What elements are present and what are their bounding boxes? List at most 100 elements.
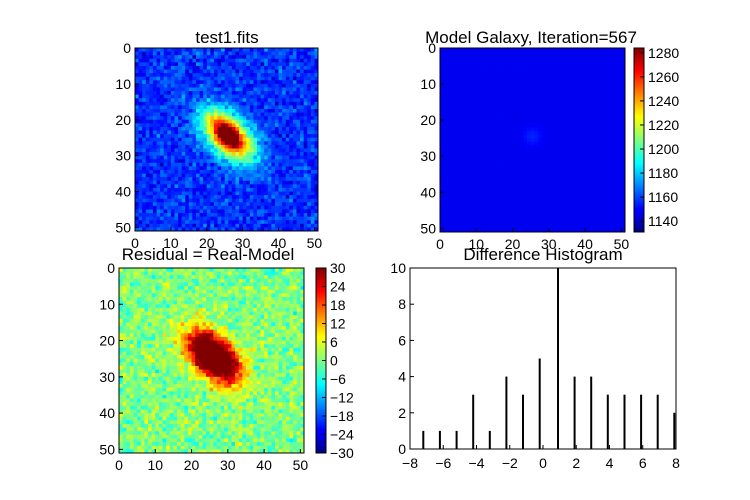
heatmap-cell (614, 105, 619, 110)
heatmap-cell (599, 134, 604, 139)
heatmap-cell (224, 109, 229, 113)
heatmap-cell (603, 105, 608, 110)
heatmap-cell (537, 80, 542, 85)
heatmap-cell (188, 170, 193, 174)
heatmap-cell (614, 98, 619, 103)
heatmap-cell (242, 134, 247, 139)
heatmap-cell (213, 195, 218, 200)
heatmap-cell (231, 223, 236, 228)
heatmap-cell (142, 105, 147, 110)
heatmap-cell (307, 80, 312, 85)
heatmap-cell (592, 203, 597, 208)
heatmap-cell (599, 199, 604, 204)
heatmap-cell (181, 170, 186, 174)
heatmap-cell (519, 123, 524, 128)
heatmap-cell (498, 80, 503, 85)
heatmap-cell (246, 213, 251, 218)
heatmap-cell (552, 69, 557, 74)
heatmap-cell (530, 58, 535, 63)
heatmap-cell (206, 159, 211, 164)
heatmap-cell (135, 76, 139, 81)
heatmap-cell (239, 177, 244, 182)
heatmap-cell (160, 58, 165, 63)
heatmap-cell (231, 162, 236, 167)
heatmap-cell (185, 216, 190, 221)
heatmap-cell (282, 227, 287, 232)
heatmap-cell (224, 65, 229, 70)
heatmap-cell (523, 210, 528, 215)
heatmap-cell (606, 123, 611, 128)
heatmap-cell (249, 177, 254, 182)
heatmap-cell (548, 51, 553, 56)
heatmap-cell (498, 94, 503, 99)
heatmap-cell (490, 130, 495, 135)
heatmap-cell (260, 58, 265, 63)
heatmap-cell (239, 83, 244, 88)
heatmap-cell (472, 177, 477, 182)
heatmap-cell (221, 141, 226, 146)
heatmap-cell (203, 216, 208, 221)
heatmap-cell (505, 195, 510, 200)
heatmap-cell (527, 120, 532, 125)
heatmap-cell (163, 195, 168, 200)
heatmap-cell (274, 170, 279, 174)
heatmap-cell (174, 109, 179, 113)
heatmap-cell (210, 94, 215, 99)
heatmap-cell (206, 130, 211, 135)
heatmap-cell (577, 87, 582, 92)
heatmap-cell (282, 105, 287, 110)
heatmap-cell (170, 116, 175, 121)
heatmap-cell (303, 80, 308, 85)
heatmap-cell (152, 144, 157, 149)
heatmap-cell (487, 156, 492, 161)
heatmap-cell (249, 213, 254, 218)
heatmap-cell (556, 58, 561, 63)
heatmap-cell (490, 109, 495, 114)
heatmap-cell (501, 145, 506, 150)
heatmap-cell (210, 195, 215, 200)
heatmap-cell (508, 87, 513, 92)
heatmap-cell (487, 130, 492, 135)
heatmap-cell (300, 109, 305, 113)
heatmap-cell (213, 220, 218, 225)
heatmap-cell (530, 195, 535, 200)
heatmap-cell (527, 185, 532, 190)
heatmap-cell (296, 69, 301, 74)
heatmap-cell (135, 134, 139, 139)
heatmap-cell (152, 51, 157, 56)
heatmap-cell (163, 87, 168, 92)
heatmap-cell (260, 65, 265, 70)
heatmap-cell (174, 112, 179, 117)
heatmap-cell (498, 185, 503, 190)
heatmap-cell (145, 73, 150, 78)
heatmap-cell (231, 69, 236, 74)
heatmap-cell (203, 55, 208, 60)
heatmap-cell (621, 141, 626, 146)
heatmap-cell (570, 163, 575, 168)
heatmap-cell (472, 91, 477, 96)
heatmap-cell (260, 220, 265, 225)
heatmap-cell (505, 213, 510, 218)
heatmap-cell (450, 206, 455, 211)
heatmap-cell (505, 203, 510, 208)
heatmap-cell (253, 198, 258, 203)
heatmap-cell (199, 173, 204, 178)
heatmap-cell (307, 48, 312, 52)
heatmap-cell (595, 192, 601, 197)
heatmap-cell (246, 94, 251, 99)
heatmap-cell (224, 141, 229, 146)
heatmap-cell (188, 87, 193, 92)
heatmap-cell (487, 120, 492, 125)
heatmap-cell (163, 166, 168, 171)
heatmap-cell (224, 205, 229, 210)
heatmap-cell (292, 223, 297, 228)
heatmap-cell (274, 155, 279, 160)
heatmap-cell (479, 185, 484, 190)
heatmap-cell (585, 192, 590, 197)
heatmap-cell (156, 48, 161, 52)
heatmap-cell (307, 73, 312, 78)
heatmap-cell (552, 156, 557, 161)
heatmap-cell (289, 91, 294, 96)
heatmap-cell (246, 141, 251, 146)
heatmap-cell (185, 69, 190, 74)
